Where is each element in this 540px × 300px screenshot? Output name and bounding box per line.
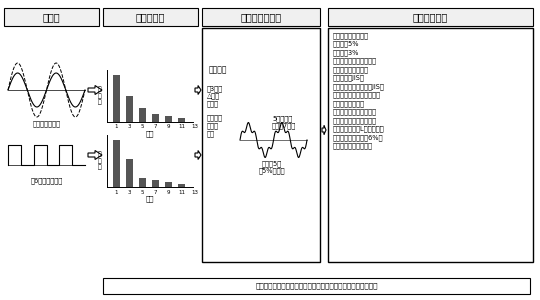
- Text: ・高調波環境レベル: ・高調波環境レベル: [333, 32, 369, 39]
- Bar: [103, 278, 530, 294]
- Polygon shape: [322, 125, 326, 134]
- Text: 電力系統の状況: 電力系統の状況: [240, 12, 281, 22]
- Text: ・3次は
△回路
で還流

・高次は
近傍で
吸収: ・3次は △回路 で還流 ・高次は 近傍で 吸収: [207, 85, 223, 137]
- Bar: [4, 8, 99, 26]
- Text: ・耐量：環境レベル以上: ・耐量：環境レベル以上: [333, 109, 377, 115]
- Bar: [139, 108, 146, 122]
- Text: 5次が多く
次いで7次等: 5次が多く 次いで7次等: [272, 115, 296, 129]
- Text: 次数: 次数: [146, 196, 154, 202]
- Text: （6相整流の例）: （6相整流の例）: [30, 178, 63, 184]
- Polygon shape: [88, 151, 102, 160]
- Bar: [165, 182, 172, 187]
- Polygon shape: [88, 85, 102, 94]
- Text: 3: 3: [128, 124, 131, 130]
- Bar: [152, 114, 159, 122]
- Text: 配電　5%: 配電 5%: [333, 40, 360, 47]
- Text: 1: 1: [115, 124, 118, 130]
- Polygon shape: [195, 85, 201, 94]
- Text: 含
有
率: 含 有 率: [98, 87, 102, 105]
- Text: 5: 5: [141, 124, 144, 130]
- Text: 11: 11: [178, 124, 185, 130]
- Text: 対策の考え方: 対策の考え方: [413, 12, 448, 22]
- Text: 電力系統: 電力系統: [209, 65, 227, 74]
- Text: ルを超えない対策: ルを超えない対策: [333, 66, 369, 73]
- Text: 含
有
率: 含 有 率: [98, 152, 102, 170]
- Text: 特高　3%: 特高 3%: [333, 49, 360, 56]
- Bar: [126, 159, 133, 187]
- Text: 13: 13: [191, 190, 198, 194]
- Bar: [178, 184, 185, 187]
- Text: （個別検討）: （個別検討）: [333, 100, 365, 106]
- Bar: [202, 8, 320, 26]
- Text: 9: 9: [167, 124, 170, 130]
- Bar: [202, 28, 320, 262]
- Bar: [165, 116, 172, 122]
- Bar: [113, 140, 120, 187]
- Polygon shape: [195, 151, 201, 160]
- Text: 11: 11: [178, 190, 185, 194]
- Text: 発生源: 発生源: [43, 12, 60, 22]
- Text: ・他について（例えば、: ・他について（例えば、: [333, 117, 377, 124]
- Text: コンデンサのL）は、高調: コンデンサのL）は、高調: [333, 125, 384, 132]
- Text: ・はん用：生産階段（JIS）: ・はん用：生産階段（JIS）: [333, 83, 385, 90]
- Text: 7: 7: [154, 190, 157, 194]
- Bar: [328, 8, 533, 26]
- Bar: [126, 96, 133, 122]
- Text: 高調波含有: 高調波含有: [136, 12, 165, 22]
- Text: ・特定：新増設時（指数）: ・特定：新増設時（指数）: [333, 92, 381, 98]
- Bar: [103, 8, 198, 26]
- Text: 3: 3: [128, 190, 131, 194]
- Text: 波を抑える方向（6%）: 波を抑える方向（6%）: [333, 134, 383, 141]
- Bar: [139, 178, 146, 187]
- Text: 1: 1: [115, 190, 118, 194]
- Text: 7: 7: [154, 124, 157, 130]
- Text: 基本＋5次
（5%）の例: 基本＋5次 （5%）の例: [259, 160, 285, 174]
- Text: （テレビの例）: （テレビの例）: [32, 121, 60, 127]
- Text: （主な障害）：力率改善用コンデンサの直列リアクトル焼損等: （主な障害）：力率改善用コンデンサの直列リアクトル焼損等: [255, 283, 378, 289]
- Text: 9: 9: [167, 190, 170, 194]
- Bar: [328, 28, 533, 262]
- Text: （指針、JIS）: （指針、JIS）: [333, 74, 365, 81]
- Text: 5: 5: [141, 190, 144, 194]
- Text: ・長期的にみてこのレベ: ・長期的にみてこのレベ: [333, 58, 377, 64]
- Bar: [178, 118, 185, 122]
- Text: ・電力は技術面の役割: ・電力は技術面の役割: [333, 142, 373, 149]
- Bar: [113, 75, 120, 122]
- Bar: [152, 180, 159, 187]
- Text: 次数: 次数: [146, 131, 154, 137]
- Text: 13: 13: [191, 124, 198, 130]
